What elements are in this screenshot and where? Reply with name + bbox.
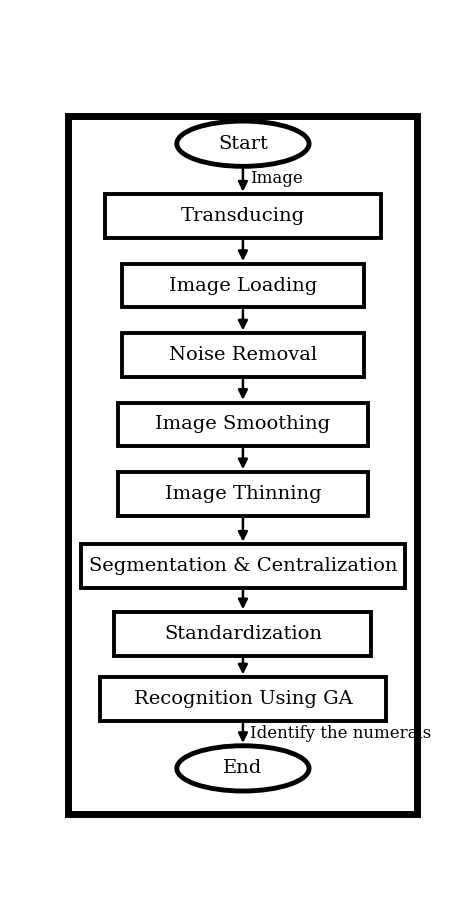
Text: Image Smoothing: Image Smoothing xyxy=(155,415,330,434)
Text: Start: Start xyxy=(218,134,268,153)
FancyBboxPatch shape xyxy=(122,263,364,308)
Text: Standardization: Standardization xyxy=(164,624,322,643)
FancyBboxPatch shape xyxy=(118,402,368,446)
Text: Image: Image xyxy=(250,170,303,187)
FancyBboxPatch shape xyxy=(122,333,364,377)
Text: Transducing: Transducing xyxy=(181,207,305,225)
FancyBboxPatch shape xyxy=(118,472,368,516)
FancyBboxPatch shape xyxy=(114,612,372,656)
FancyBboxPatch shape xyxy=(68,116,418,814)
Text: Noise Removal: Noise Removal xyxy=(169,346,317,364)
Text: Image Loading: Image Loading xyxy=(169,276,317,295)
Text: Recognition Using GA: Recognition Using GA xyxy=(134,690,352,708)
Ellipse shape xyxy=(177,121,309,167)
Text: End: End xyxy=(223,760,263,777)
Ellipse shape xyxy=(177,746,309,791)
Text: Identify the numerals: Identify the numerals xyxy=(250,726,431,742)
Text: Segmentation & Centralization: Segmentation & Centralization xyxy=(89,557,397,576)
FancyBboxPatch shape xyxy=(82,544,405,588)
FancyBboxPatch shape xyxy=(105,194,381,238)
Text: Image Thinning: Image Thinning xyxy=(164,484,321,503)
FancyBboxPatch shape xyxy=(100,677,386,721)
